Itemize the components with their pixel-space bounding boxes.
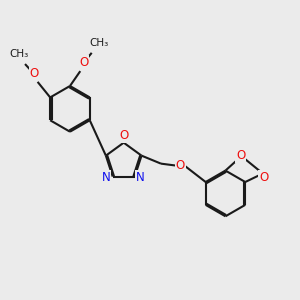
- Text: N: N: [136, 171, 145, 184]
- Text: O: O: [119, 129, 128, 142]
- Text: N: N: [101, 171, 110, 184]
- Text: O: O: [236, 149, 245, 162]
- Text: O: O: [176, 158, 185, 172]
- Text: CH₃: CH₃: [10, 50, 29, 59]
- Text: CH₃: CH₃: [89, 38, 108, 48]
- Text: O: O: [79, 56, 88, 69]
- Text: O: O: [259, 171, 268, 184]
- Text: O: O: [29, 67, 39, 80]
